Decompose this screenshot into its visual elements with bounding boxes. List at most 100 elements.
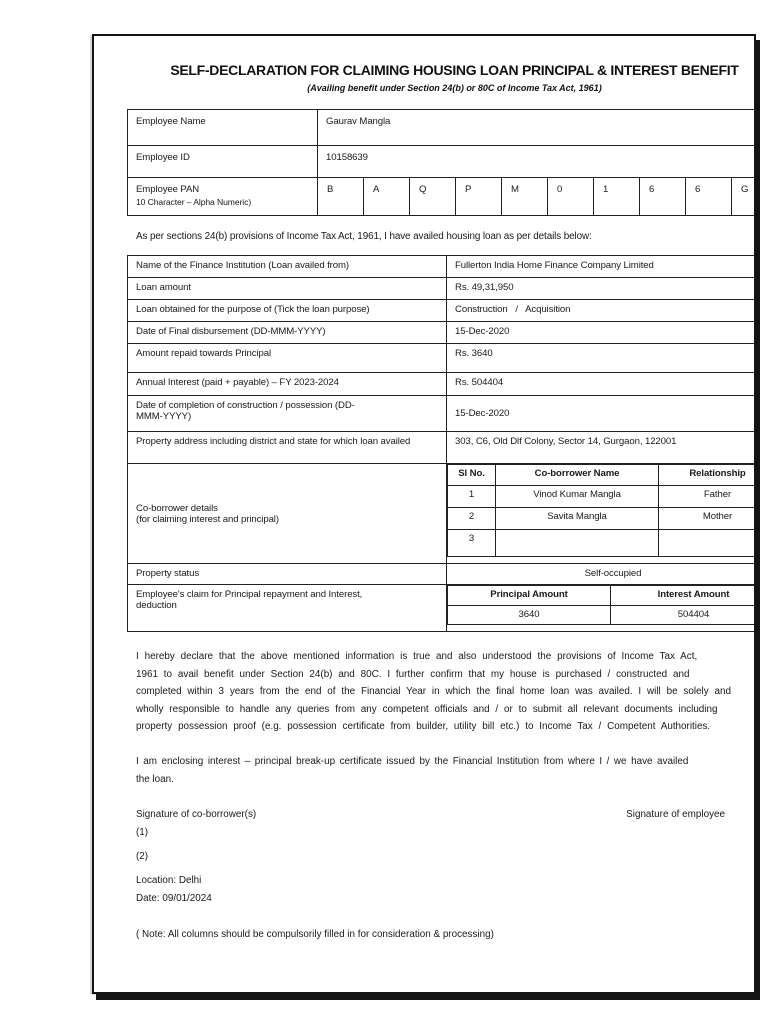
disbursement-date-label: Date of Final disbursement (DD-MMM-YYYY) <box>127 321 447 344</box>
signature-line-1: (1) <box>136 827 149 839</box>
loan-amount-row: Loan amount Rs. 49,31,950 <box>127 277 754 300</box>
interest-amount-value: 504404 <box>610 605 754 625</box>
co-borrower-label-line1: Co-borrower details <box>136 502 218 514</box>
document-subtitle: (Availing benefit under Section 24(b) or… <box>307 83 602 93</box>
claim-label: Employee's claim for Principal repayment… <box>127 584 447 632</box>
loan-purpose-label: Loan obtained for the purpose of (Tick t… <box>127 299 447 322</box>
employee-id-label: Employee ID <box>127 145 318 178</box>
principal-repaid-row: Amount repaid towards Principal Rs. 3640 <box>127 343 754 373</box>
pan-label-text: Employee PAN <box>136 184 200 195</box>
disbursement-date-value: 15-Dec-2020 <box>446 321 754 344</box>
declaration-line: completed within 3 years from the end of… <box>136 686 731 698</box>
co-borrower-row-2: 2 Savita Mangla Mother <box>447 507 754 530</box>
principal-amount-value: 3640 <box>447 605 611 625</box>
claim-table-cell: Principal Amount Interest Amount 3640 50… <box>446 584 754 632</box>
employee-signature-label: Signature of employee <box>626 809 725 821</box>
co-borrower-1-name: Vinod Kumar Mangla <box>495 485 659 508</box>
property-status-label: Property status <box>127 563 447 585</box>
document-page: SELF-DECLARATION FOR CLAIMING HOUSING LO… <box>92 34 756 994</box>
note-text: ( Note: All columns should be compulsori… <box>136 929 494 941</box>
pan-char-box: 0 <box>547 177 594 216</box>
property-status-value: Self-occupied <box>446 563 754 585</box>
pan-char-box: P <box>455 177 502 216</box>
interest-amount-header: Interest Amount <box>610 585 754 606</box>
co-borrower-header-row: Sl No. Co-borrower Name Relationship <box>447 464 754 486</box>
pan-label-note: 10 Character – Alpha Numeric) <box>136 197 252 207</box>
principal-repaid-label: Amount repaid towards Principal <box>127 343 447 373</box>
finance-institution-label: Name of the Finance Institution (Loan av… <box>127 255 447 278</box>
loan-amount-label: Loan amount <box>127 277 447 300</box>
finance-institution-row: Name of the Finance Institution (Loan av… <box>127 255 754 278</box>
property-address-label: Property address including district and … <box>127 431 447 464</box>
document-content: SELF-DECLARATION FOR CLAIMING HOUSING LO… <box>127 36 754 941</box>
pan-char-box: B <box>317 177 364 216</box>
disbursement-date-row: Date of Final disbursement (DD-MMM-YYYY)… <box>127 321 754 344</box>
declaration-line: property possession proof (e.g. possessi… <box>136 721 711 733</box>
claim-values-row: 3640 504404 <box>447 605 754 625</box>
annual-interest-row: Annual Interest (paid + payable) – FY 20… <box>127 372 754 396</box>
completion-date-row: Date of completion of construction / pos… <box>127 395 754 432</box>
employee-pan-label: Employee PAN 10 Character – Alpha Numeri… <box>127 177 318 216</box>
annual-interest-value: Rs. 504404 <box>446 372 754 396</box>
employee-id-value: 10158639 <box>316 145 754 178</box>
co-borrower-3-name <box>495 529 659 557</box>
claim-label-line2: deduction <box>136 600 177 611</box>
pan-char-box: 6 <box>685 177 732 216</box>
employee-name-value: Gaurav Mangla <box>316 109 754 146</box>
declaration-line: I hereby declare that the above mentione… <box>136 651 698 662</box>
pan-char-box: M <box>501 177 548 216</box>
co-borrower-row: Co-borrower details (for claiming intere… <box>127 463 754 564</box>
declaration-line: 1961 to avail benefit under Section 24(b… <box>136 668 690 680</box>
co-borrower-3-sl: 3 <box>447 529 496 557</box>
co-borrower-2-name: Savita Mangla <box>495 507 659 530</box>
date-text: Date: 09/01/2024 <box>136 893 212 905</box>
co-borrower-signature-label: Signature of co-borrower(s) <box>136 809 257 821</box>
sl-no-header: Sl No. <box>447 464 496 486</box>
employee-name-row: Employee Name Gaurav Mangla <box>127 109 754 146</box>
pan-char-box: 6 <box>639 177 686 216</box>
co-borrower-table: Sl No. Co-borrower Name Relationship 1 V… <box>447 464 754 557</box>
co-borrower-row-1: 1 Vinod Kumar Mangla Father <box>447 485 754 508</box>
enclosure-line: I am enclosing interest – principal brea… <box>136 755 689 767</box>
loan-details-table: Name of the Finance Institution (Loan av… <box>127 255 754 632</box>
co-borrower-table-cell: Sl No. Co-borrower Name Relationship 1 V… <box>446 463 754 564</box>
loan-purpose-row: Loan obtained for the purpose of (Tick t… <box>127 299 754 322</box>
enclosure-line: the loan. <box>136 773 174 785</box>
co-borrower-2-sl: 2 <box>447 507 496 530</box>
principal-repaid-value: Rs. 3640 <box>446 343 754 373</box>
property-status-row: Property status Self-occupied <box>127 563 754 585</box>
document-title: SELF-DECLARATION FOR CLAIMING HOUSING LO… <box>170 62 739 78</box>
co-borrower-3-relationship <box>658 529 754 557</box>
finance-institution-value: Fullerton India Home Finance Company Lim… <box>446 255 754 278</box>
pan-char-box: 1 <box>593 177 640 216</box>
enclosure-paragraph: I am enclosing interest – principal brea… <box>136 753 754 788</box>
property-address-row: Property address including district and … <box>127 431 754 464</box>
signature-line-2: (2) <box>136 851 149 863</box>
co-borrower-label-line2: (for claiming interest and principal) <box>136 513 279 525</box>
completion-date-label: Date of completion of construction / pos… <box>127 395 447 432</box>
co-borrower-1-sl: 1 <box>447 485 496 508</box>
completion-date-label-line2: MMM-YYYY) <box>136 411 192 422</box>
principal-amount-header: Principal Amount <box>447 585 611 606</box>
intro-text: As per sections 24(b) provisions of Inco… <box>136 231 592 242</box>
co-borrower-label: Co-borrower details (for claiming intere… <box>127 463 447 564</box>
pan-char-box: Q <box>409 177 456 216</box>
claim-header-row: Principal Amount Interest Amount <box>447 585 754 606</box>
employee-id-row: Employee ID 10158639 <box>127 145 754 178</box>
property-address-value: 303, C6, Old Dlf Colony, Sector 14, Gurg… <box>446 431 754 464</box>
completion-date-label-line1: Date of completion of construction / pos… <box>136 400 355 411</box>
claim-row: Employee's claim for Principal repayment… <box>127 584 754 632</box>
pan-char-box: G <box>730 177 754 216</box>
co-borrower-2-relationship: Mother <box>658 507 754 530</box>
co-borrower-name-header: Co-borrower Name <box>495 464 659 486</box>
declaration-paragraph: I hereby declare that the above mentione… <box>136 648 754 736</box>
claim-label-line1: Employee's claim for Principal repayment… <box>136 589 363 600</box>
loan-amount-value: Rs. 49,31,950 <box>446 277 754 300</box>
employee-pan-row: Employee PAN 10 Character – Alpha Numeri… <box>127 177 754 216</box>
co-borrower-row-3: 3 <box>447 529 754 557</box>
relationship-header: Relationship <box>658 464 754 486</box>
claim-table: Principal Amount Interest Amount 3640 50… <box>447 585 754 625</box>
loan-purpose-value: Construction / Acquisition <box>446 299 754 322</box>
co-borrower-1-relationship: Father <box>658 485 754 508</box>
employee-name-label: Employee Name <box>127 109 318 146</box>
